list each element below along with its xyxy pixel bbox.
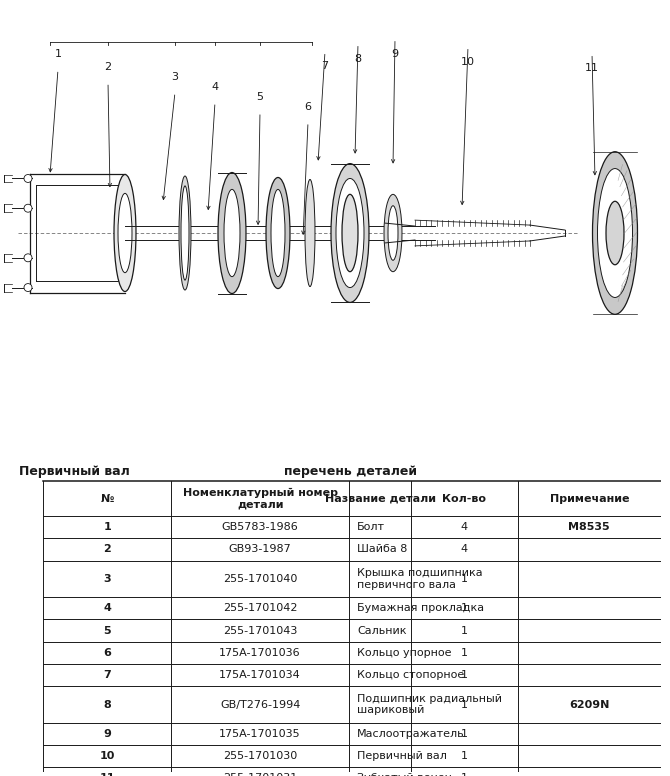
Text: 175A-1701036: 175A-1701036 — [219, 648, 301, 658]
Text: 11: 11 — [99, 774, 115, 776]
Ellipse shape — [336, 178, 364, 288]
Text: 7: 7 — [322, 61, 328, 71]
Ellipse shape — [271, 189, 285, 277]
Text: GB93-1987: GB93-1987 — [228, 545, 291, 554]
Ellipse shape — [24, 283, 32, 292]
Ellipse shape — [592, 152, 637, 314]
Text: 255-1701030: 255-1701030 — [223, 751, 297, 761]
Ellipse shape — [266, 178, 290, 289]
Ellipse shape — [118, 193, 132, 272]
Text: Болт: Болт — [357, 522, 385, 532]
Text: 1: 1 — [461, 603, 468, 613]
Text: Подшипник радиальный
шариковый: Подшипник радиальный шариковый — [357, 694, 502, 715]
Text: 2: 2 — [103, 545, 111, 554]
Text: 1: 1 — [461, 751, 468, 761]
Ellipse shape — [305, 179, 315, 286]
Text: 4: 4 — [212, 82, 218, 92]
Ellipse shape — [598, 168, 632, 297]
Text: Шайба 8: Шайба 8 — [357, 545, 407, 554]
Text: 1: 1 — [461, 699, 468, 709]
Ellipse shape — [24, 204, 32, 212]
Text: 1: 1 — [54, 50, 62, 60]
Ellipse shape — [384, 194, 402, 272]
Text: 4: 4 — [461, 545, 468, 554]
Text: 3: 3 — [103, 573, 111, 584]
Text: 1: 1 — [461, 774, 468, 776]
Text: 6209N: 6209N — [569, 699, 610, 709]
Text: 1: 1 — [103, 522, 111, 532]
Text: 255-1701042: 255-1701042 — [223, 603, 297, 613]
Text: Крышка подшипника
первичного вала: Крышка подшипника первичного вала — [357, 568, 482, 590]
Text: 11: 11 — [585, 64, 599, 74]
Ellipse shape — [24, 175, 32, 182]
Text: GB/T276-1994: GB/T276-1994 — [220, 699, 300, 709]
Ellipse shape — [114, 175, 136, 292]
Text: 175A-1701034: 175A-1701034 — [219, 670, 301, 680]
Text: 1: 1 — [461, 648, 468, 658]
Text: 8: 8 — [103, 699, 111, 709]
Ellipse shape — [179, 176, 191, 290]
Text: 10: 10 — [99, 751, 115, 761]
Ellipse shape — [331, 164, 369, 303]
Text: 2: 2 — [105, 62, 112, 72]
Text: Бумажная прокладка: Бумажная прокладка — [357, 603, 484, 613]
Text: 8: 8 — [354, 54, 362, 64]
Text: 7: 7 — [103, 670, 111, 680]
Ellipse shape — [342, 194, 358, 272]
Ellipse shape — [181, 186, 189, 280]
Text: 175A-1701035: 175A-1701035 — [219, 729, 301, 739]
Text: 5: 5 — [257, 92, 263, 102]
Text: Зубчатый венец: Зубчатый венец — [357, 774, 452, 776]
Text: Номенклатурный номер
детали: Номенклатурный номер детали — [183, 487, 338, 509]
Ellipse shape — [224, 189, 240, 277]
Text: 255-1701043: 255-1701043 — [223, 625, 297, 636]
Text: Первичный вал: Первичный вал — [19, 465, 129, 478]
Text: М8535: М8535 — [568, 522, 610, 532]
Ellipse shape — [218, 172, 246, 293]
Text: 4: 4 — [103, 603, 111, 613]
Ellipse shape — [24, 254, 32, 262]
Text: GB5783-1986: GB5783-1986 — [222, 522, 299, 532]
Text: Примечание: Примечание — [549, 494, 629, 504]
Text: 3: 3 — [172, 72, 178, 82]
Text: 1: 1 — [461, 625, 468, 636]
Text: 255-1701040: 255-1701040 — [223, 573, 297, 584]
Text: 1: 1 — [461, 729, 468, 739]
Text: Кольцо упорное: Кольцо упорное — [357, 648, 452, 658]
Text: 10: 10 — [461, 57, 475, 67]
Text: Кольцо стопорное: Кольцо стопорное — [357, 670, 464, 680]
Text: перечень деталей: перечень деталей — [285, 465, 417, 478]
Text: 6: 6 — [103, 648, 111, 658]
Ellipse shape — [606, 201, 624, 265]
Text: Маслоотражатель: Маслоотражатель — [357, 729, 465, 739]
Text: 1: 1 — [461, 670, 468, 680]
Text: №: № — [100, 494, 114, 504]
Text: 5: 5 — [103, 625, 111, 636]
Text: 9: 9 — [391, 49, 399, 58]
Text: Кол-во: Кол-во — [442, 494, 486, 504]
Text: 255-1701031: 255-1701031 — [223, 774, 297, 776]
Text: Название детали: Название детали — [325, 494, 436, 504]
Text: Сальник: Сальник — [357, 625, 407, 636]
Text: 1: 1 — [461, 573, 468, 584]
Text: 9: 9 — [103, 729, 111, 739]
Text: 6: 6 — [304, 102, 312, 112]
Ellipse shape — [388, 206, 398, 260]
Text: Первичный вал: Первичный вал — [357, 751, 447, 761]
Text: 4: 4 — [461, 522, 468, 532]
